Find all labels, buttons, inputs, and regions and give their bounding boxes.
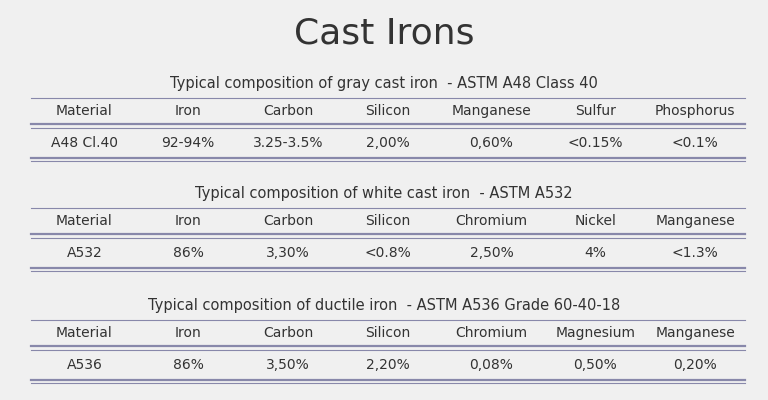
Text: Iron: Iron	[175, 104, 201, 118]
Text: 86%: 86%	[173, 358, 204, 372]
Text: Carbon: Carbon	[263, 104, 313, 118]
Text: Material: Material	[56, 326, 113, 340]
Text: Carbon: Carbon	[263, 326, 313, 340]
Text: Typical composition of white cast iron  - ASTM A532: Typical composition of white cast iron -…	[195, 186, 573, 201]
Text: A536: A536	[67, 358, 102, 372]
Text: Chromium: Chromium	[455, 326, 528, 340]
Text: Material: Material	[56, 104, 113, 118]
Text: 2,00%: 2,00%	[366, 136, 409, 150]
Text: Nickel: Nickel	[574, 214, 616, 228]
Text: Silicon: Silicon	[366, 326, 410, 340]
Text: Magnesium: Magnesium	[555, 326, 635, 340]
Text: 0,50%: 0,50%	[574, 358, 617, 372]
Text: <1.3%: <1.3%	[672, 246, 718, 260]
Text: Typical composition of gray cast iron  - ASTM A48 Class 40: Typical composition of gray cast iron - …	[170, 76, 598, 91]
Text: 4%: 4%	[584, 246, 606, 260]
Text: Iron: Iron	[175, 326, 201, 340]
Text: 0,20%: 0,20%	[674, 358, 717, 372]
Text: 2,20%: 2,20%	[366, 358, 409, 372]
Text: <0.15%: <0.15%	[568, 136, 623, 150]
Text: <0.1%: <0.1%	[672, 136, 718, 150]
Text: A48 Cl.40: A48 Cl.40	[51, 136, 118, 150]
Text: Phosphorus: Phosphorus	[655, 104, 735, 118]
Text: 0,60%: 0,60%	[469, 136, 514, 150]
Text: <0.8%: <0.8%	[365, 246, 411, 260]
Text: 3,50%: 3,50%	[266, 358, 310, 372]
Text: 2,50%: 2,50%	[470, 246, 513, 260]
Text: Sulfur: Sulfur	[574, 104, 616, 118]
Text: Chromium: Chromium	[455, 214, 528, 228]
Text: Material: Material	[56, 214, 113, 228]
Text: 3.25-3.5%: 3.25-3.5%	[253, 136, 323, 150]
Text: Manganese: Manganese	[655, 214, 735, 228]
Text: Iron: Iron	[175, 214, 201, 228]
Text: 0,08%: 0,08%	[469, 358, 514, 372]
Text: 92-94%: 92-94%	[161, 136, 215, 150]
Text: 86%: 86%	[173, 246, 204, 260]
Text: Carbon: Carbon	[263, 214, 313, 228]
Text: 3,30%: 3,30%	[266, 246, 310, 260]
Text: Silicon: Silicon	[366, 104, 410, 118]
Text: Manganese: Manganese	[655, 326, 735, 340]
Text: Silicon: Silicon	[366, 214, 410, 228]
Text: Cast Irons: Cast Irons	[293, 16, 475, 50]
Text: A532: A532	[67, 246, 102, 260]
Text: Typical composition of ductile iron  - ASTM A536 Grade 60-40-18: Typical composition of ductile iron - AS…	[148, 298, 620, 313]
Text: Manganese: Manganese	[452, 104, 531, 118]
